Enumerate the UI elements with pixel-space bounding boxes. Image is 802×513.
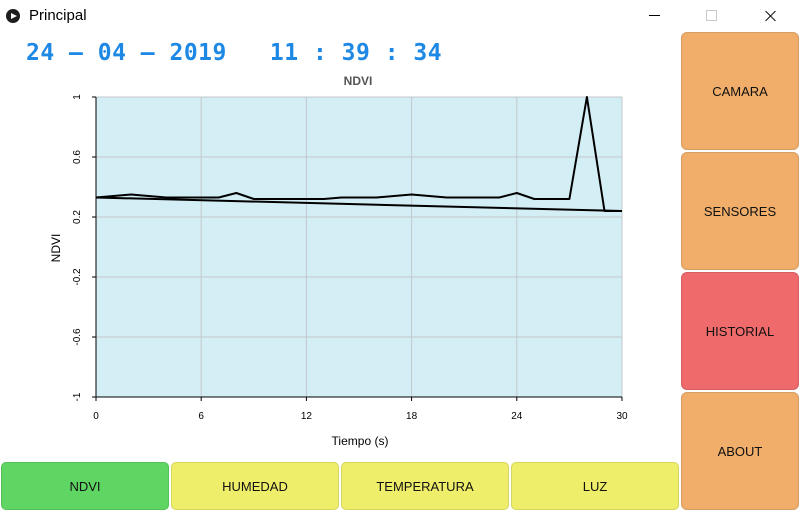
ndvi-chart: NDVI 0 6 12 18 24 30 1 0.6 0.2 -0.2 -0.6 -1 Tiempo … xyxy=(49,74,628,448)
about-button-label: ABOUT xyxy=(717,443,763,459)
y-tick-label: 0.2 xyxy=(72,210,83,224)
tab-humedad-label: HUMEDAD xyxy=(222,478,288,494)
y-tick-label: 0.6 xyxy=(72,150,83,164)
tab-luz[interactable]: LUZ xyxy=(511,462,679,510)
y-tick-label: -0.6 xyxy=(72,328,83,346)
title-bar: Principal xyxy=(0,0,802,32)
time-text: 11 : 39 : 34 xyxy=(269,40,443,66)
series-line-2 xyxy=(95,196,623,212)
tick-labels: 0 6 12 18 24 30 1 0.6 0.2 -0.2 -0.6 -1 xyxy=(72,94,628,422)
x-tick-label: 24 xyxy=(511,411,523,422)
y-axis-label: NDVI xyxy=(49,234,63,263)
camara-button-label: CAMARA xyxy=(712,83,768,99)
y-tick-label: -0.2 xyxy=(72,268,83,286)
x-tick-label: 0 xyxy=(93,411,99,422)
y-tick-label: 1 xyxy=(72,94,83,100)
close-button[interactable] xyxy=(748,0,793,32)
tab-ndvi[interactable]: NDVI xyxy=(1,462,169,510)
date-text: 24 – 04 – 2019 xyxy=(26,40,227,66)
axes xyxy=(92,96,623,401)
app-icon xyxy=(6,9,20,23)
sensores-button-label: SENSORES xyxy=(703,203,777,219)
x-axis-label: Tiempo (s) xyxy=(332,434,389,448)
window-title: Principal xyxy=(29,7,87,24)
x-tick-label: 6 xyxy=(198,411,204,422)
historial-button-label: HISTORIAL xyxy=(705,323,775,339)
x-tick-label: 12 xyxy=(301,411,313,422)
tab-luz-label: LUZ xyxy=(582,478,608,494)
about-button[interactable]: ABOUT xyxy=(681,392,799,510)
plot-area xyxy=(96,97,622,397)
x-tick-label: 30 xyxy=(616,411,628,422)
tab-humedad[interactable]: HUMEDAD xyxy=(171,462,339,510)
camara-button[interactable]: CAMARA xyxy=(681,32,799,150)
y-tick-label: -1 xyxy=(72,392,83,401)
x-tick-label: 18 xyxy=(406,411,418,422)
chart-title: NDVI xyxy=(344,74,373,88)
minimize-button[interactable] xyxy=(632,0,677,32)
tab-ndvi-label: NDVI xyxy=(69,478,101,494)
historial-button[interactable]: HISTORIAL xyxy=(681,272,799,390)
sensores-button[interactable]: SENSORES xyxy=(681,152,799,270)
tab-temperatura-label: TEMPERATURA xyxy=(376,478,474,494)
maximize-button[interactable] xyxy=(689,0,734,32)
datetime-display: 24 – 04 – 2019 11 : 39 : 34 xyxy=(26,40,442,66)
tab-temperatura[interactable]: TEMPERATURA xyxy=(341,462,509,510)
series-layer xyxy=(95,96,623,212)
series-line-1 xyxy=(95,96,622,212)
